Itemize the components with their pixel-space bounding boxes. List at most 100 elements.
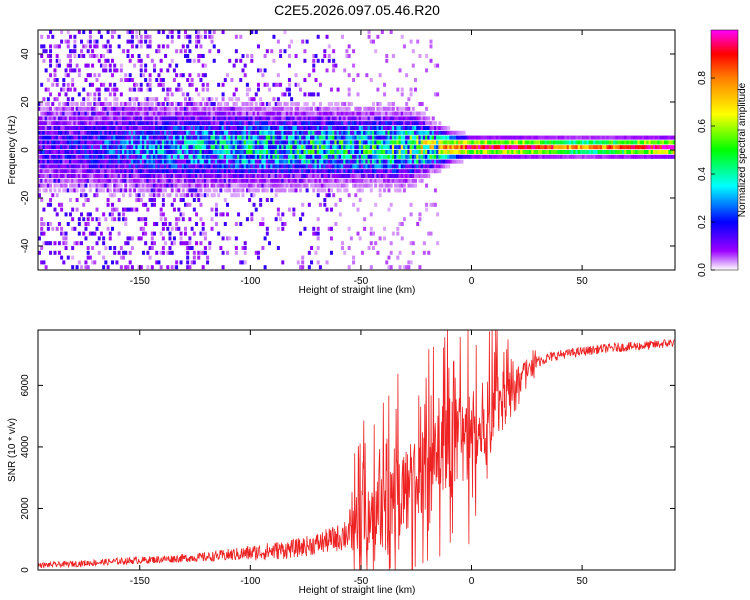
spectrogram-cell	[588, 140, 592, 145]
spectrogram-cell	[456, 135, 460, 140]
spectrogram-cell	[252, 126, 256, 130]
spectrogram-cell	[117, 111, 121, 116]
spectrogram-cell	[272, 58, 276, 63]
spectrogram-cell	[95, 78, 99, 82]
spectrogram-cell	[188, 154, 192, 159]
spectrogram-cell	[153, 183, 157, 188]
spectrogram-cell	[84, 164, 88, 169]
spectrogram-cell	[146, 54, 150, 58]
spectrogram-cell	[329, 154, 333, 159]
spectrogram-cell	[153, 111, 157, 116]
spectrogram-cell	[46, 174, 50, 178]
spectrogram-cell	[398, 130, 402, 135]
spectrogram-cell	[237, 178, 241, 183]
spectrogram-cell	[106, 159, 110, 164]
spectrogram-cell	[604, 154, 608, 159]
spectrogram-cell	[144, 106, 148, 111]
spectrogram-cell	[307, 116, 311, 121]
spectrogram-cell	[188, 159, 192, 164]
spectrogram-cell	[80, 193, 84, 198]
spectrogram-cell	[442, 135, 446, 140]
spectrogram-cell	[254, 207, 258, 212]
spectrogram-cell	[40, 260, 44, 265]
spectrogram-cell	[226, 159, 230, 164]
spectrogram-cell	[305, 130, 309, 135]
spectrogram-cell	[241, 121, 245, 126]
spectrogram-cell	[86, 121, 90, 126]
spectrogram-cell	[190, 78, 194, 82]
spectrogram-cell	[259, 102, 263, 106]
spectrogram-cell	[42, 121, 46, 126]
spectrogram-cell	[66, 39, 70, 44]
spectrogram-cell	[119, 183, 123, 188]
spectrogram-cell	[186, 250, 190, 255]
spectrogram-cell	[102, 145, 106, 150]
spectrogram-cell	[97, 169, 101, 174]
spectrogram-cell	[389, 250, 393, 255]
spectrogram-cell	[122, 217, 126, 222]
spectrogram-cell	[139, 102, 143, 106]
spectrogram-cell	[261, 106, 265, 111]
spectrogram-cell	[336, 102, 340, 106]
spectrogram-cell	[298, 188, 302, 193]
spectrogram-cell	[62, 78, 66, 82]
spectrogram-cell	[49, 159, 53, 164]
spectrogram-cell	[245, 102, 249, 106]
spectrogram-cell	[261, 135, 265, 140]
spectrogram-cell	[49, 202, 53, 207]
spectrogram-cell	[40, 246, 44, 250]
spectrogram-cell	[122, 150, 126, 154]
spectrogram-cell	[217, 121, 221, 126]
spectrogram-cell	[347, 164, 351, 169]
spectrogram-cell	[378, 169, 382, 174]
spectrogram-cell	[265, 130, 269, 135]
spectrogram-cell	[80, 49, 84, 54]
spectrogram-cell	[254, 126, 258, 130]
spectrogram-cell	[356, 174, 360, 178]
spectrogram-cell	[77, 30, 81, 34]
spectrogram-cell	[409, 116, 413, 121]
spectrogram-cell	[318, 159, 322, 164]
spectrogram-cell	[102, 236, 106, 241]
spectrogram-cell	[99, 159, 103, 164]
spectrogram-cell	[272, 106, 276, 111]
spectrogram-cell	[234, 150, 238, 154]
spectrogram-cell	[367, 159, 371, 164]
spectrogram-cell	[66, 164, 70, 169]
spectrogram-cell	[347, 73, 351, 78]
spectrogram-cell	[506, 154, 510, 159]
spectrogram-cell	[124, 188, 128, 193]
spectrogram-cell	[327, 44, 331, 49]
spectrogram-cell	[341, 154, 345, 159]
spectrogram-cell	[188, 111, 192, 116]
spectrogram-cell	[208, 246, 212, 250]
spectrogram-cell	[122, 145, 126, 150]
spectrogram-cell	[402, 169, 406, 174]
spectrogram-cell	[314, 164, 318, 169]
spectrogram-cell	[321, 130, 325, 135]
spectrogram-cell	[241, 150, 245, 154]
spectrogram-cell	[402, 135, 406, 140]
spectrogram-cell	[259, 154, 263, 159]
spectrogram-cell	[268, 121, 272, 126]
spectrogram-cell	[281, 226, 285, 231]
spectrogram-cell	[73, 87, 77, 92]
spectrogram-cell	[314, 126, 318, 130]
spectrogram-cell	[38, 154, 41, 159]
spectrogram-cell	[400, 135, 404, 140]
spectrogram-cell	[369, 130, 373, 135]
spectrogram-cell	[369, 126, 373, 130]
spectrogram-cell	[276, 226, 280, 231]
spectrogram-cell	[482, 145, 486, 150]
spectrogram-cell	[237, 106, 241, 111]
spectrogram-cell	[367, 174, 371, 178]
spectrogram-cell	[55, 164, 59, 169]
spectrogram-cell	[66, 111, 70, 116]
spectrogram-cell	[272, 159, 276, 164]
spectrogram-cell	[186, 193, 190, 198]
spectrogram-cell	[57, 92, 61, 97]
spectrogram-cell	[71, 135, 75, 140]
spectrogram-cell	[332, 159, 336, 164]
spectrogram-cell	[208, 241, 212, 246]
spectrogram-cell	[188, 150, 192, 154]
